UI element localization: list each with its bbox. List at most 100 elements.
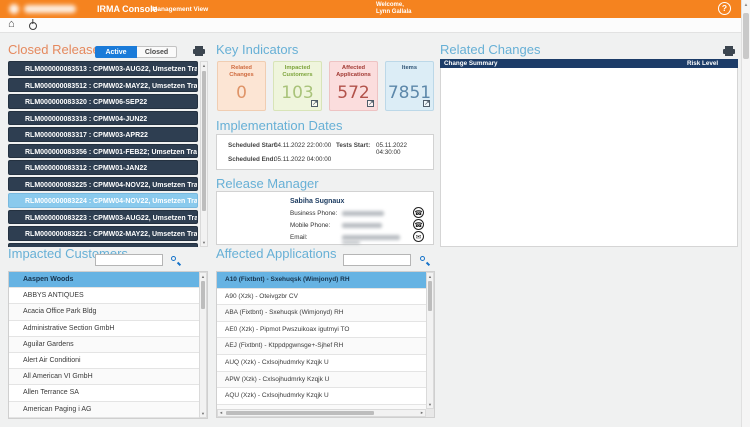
applications-vscrollbar[interactable]: ▲ ▼ [426,272,434,409]
customer-list-item[interactable]: American Paging i AG [9,402,199,418]
scroll-down-icon[interactable]: ▼ [200,411,206,416]
related-changes-table-body [440,68,738,247]
impacted-customers-search-input[interactable] [95,254,163,266]
window-scrollbar-thumb[interactable] [743,13,749,59]
help-button[interactable]: ? [718,2,731,15]
print-releases-icon[interactable] [193,46,205,57]
release-label: RLM000000083356 : CPMW01-FEB22; Umsetzen… [25,149,198,156]
scroll-up-icon[interactable]: ▲ [201,63,207,68]
customer-list-item[interactable]: ABBYS ANTIQUES [9,288,199,304]
power-logout-icon[interactable] [29,22,37,30]
customer-list-item[interactable]: Acacia Office Park Bldg [9,304,199,320]
send-email-button[interactable]: ✉ [413,231,424,242]
scroll-down-icon[interactable]: ▼ [427,402,433,407]
application-list-item[interactable]: AEJ (Fixtbnt) - Ktppdpgwnsge+-Sjhef RH [217,338,426,355]
kpi-card[interactable]: Related Changes 0 [217,61,266,111]
window-scrollbar[interactable]: ▲ [741,0,750,427]
kpi-card[interactable]: Affected Applications 572 ↗ [329,61,378,111]
affected-applications-title: Affected Applications [216,246,336,261]
customers-scrollbar[interactable]: ▲ ▼ [199,272,207,418]
external-link-icon[interactable]: ↗ [367,100,374,107]
menu-management-view[interactable]: Management View [152,6,208,13]
application-list-item[interactable]: A10 (Fixtbnt) - Sxehuqsk (Wimjonyd) RH [217,272,426,289]
home-icon[interactable]: ⌂ [8,18,15,30]
irma-console-app: IRMA Console Management View Welcome, Ly… [0,0,750,427]
application-list-item[interactable]: ABA (Fixtbnt) - Sxehuqsk (Wimjonyd) RH [217,305,426,322]
application-label: AUQ (Xzk) - Cxlsojhudmrky Kzqjk U [225,359,329,366]
scroll-up-icon[interactable]: ▲ [427,274,433,279]
welcome-text: Welcome, Lynn Gallala [376,2,411,16]
customer-list-item[interactable]: Aguilar Gardens [9,337,199,353]
scroll-up-icon[interactable]: ▲ [200,274,206,279]
release-list-item[interactable]: RLM000000083513 : CPMW03-AUG22, Umsetzen… [8,61,198,76]
kpi-cards: Related Changes 0 Impacted Customers 103… [217,61,435,111]
customer-list-item[interactable]: All American VI GmbH [9,369,199,385]
kpi-card[interactable]: Items 7851 ↗ [385,61,434,111]
search-icon[interactable] [171,256,178,263]
release-list-item[interactable]: RLM000000083512 : CPMW02-MAY22, Umsetzen… [8,78,198,93]
release-list-item[interactable]: RLM000000083318 : CPMW04-JUN22 [8,111,198,126]
release-filter-toggle: Active Closed [95,46,177,58]
customer-list-item[interactable]: Aaspen Woods [9,272,199,288]
affected-applications-rows: A10 (Fixtbnt) - Sxehuqsk (Wimjonyd) RH A… [217,272,426,409]
customer-list-item[interactable]: Alert Air Conditioni [9,353,199,369]
release-list-item[interactable]: RLM000000083225 : CPMW04-NOV22, Umsetzen… [8,177,198,192]
column-change-summary[interactable]: Change Summary [444,60,498,67]
release-list-item[interactable]: RLM000000083221 : CPMW02-MAY22, Umsetzen… [8,226,198,241]
release-list-item[interactable]: RLM000000083312 : CPMW01-JAN22 [8,160,198,175]
releases-scrollbar-thumb[interactable] [202,71,206,211]
application-list-item[interactable]: A90 (Xzk) - Oteivgzbr CV [217,289,426,306]
scroll-down-icon[interactable]: ▼ [201,240,207,245]
scroll-left-icon[interactable]: ◄ [219,410,223,416]
active-filter-button[interactable]: Active [95,46,137,58]
customer-list-item[interactable]: Allen Terrance SA [9,385,199,401]
application-label: A10 (Fixtbnt) - Sxehuqsk (Wimjonyd) RH [225,276,350,283]
icon-toolbar: ⌂ [0,18,741,33]
customer-label: Alert Air Conditioni [23,357,81,364]
release-list-item[interactable]: RLM000000083320 : CPMW06-SEP22 [8,94,198,109]
release-list-item[interactable]: RLM000000083317 : CPMW03-APR22 [8,127,198,142]
search-icon[interactable] [420,256,427,263]
welcome-line2: Lynn Gallala [376,9,411,16]
key-indicators-title: Key Indicators [216,42,298,57]
external-link-icon[interactable]: ↗ [423,100,430,107]
application-list-item[interactable]: AUQ (Xzk) - Cxlsojhudmrky Kzqjk U [217,355,426,372]
application-list-item[interactable]: APW (Xzk) - Cxlsojhudmrky Kzqjk U [217,372,426,389]
print-related-changes-icon[interactable] [723,46,735,57]
scrollbar-corner [426,409,434,417]
application-label: APW (Xzk) - Cxlsojhudmrky Kzqjk U [225,376,329,383]
column-risk-level[interactable]: Risk Level [687,60,718,67]
customer-label: Aaspen Woods [23,276,73,283]
applications-hscrollbar[interactable]: ◄ ► [217,409,426,417]
closed-filter-button[interactable]: Closed [137,46,177,58]
applications-vscrollbar-thumb[interactable] [428,281,432,311]
email-value-blurred [342,235,400,240]
release-list-item[interactable]: RLM000000083224 : CPMW04-NOV22, Umsetzen… [8,193,198,208]
customer-list-item[interactable]: Administrative Section GmbH [9,321,199,337]
scroll-right-icon[interactable]: ► [420,410,424,416]
application-list-item[interactable]: AQU (Xzk) - Cxlsojhudmrky Kzqjk U [217,388,426,405]
application-label: ABA (Fixtbnt) - Sxehuqsk (Wimjonyd) RH [225,309,343,316]
application-label: AEJ (Fixtbnt) - Ktppdpgwnsge+-Sjhef RH [225,342,343,349]
release-list-item[interactable]: RLM000000083356 : CPMW01-FEB22; Umsetzen… [8,144,198,159]
release-list-item[interactable]: RLM000000083223 : CPMW03-AUG22, Umsetzen… [8,210,198,225]
application-label: A90 (Xzk) - Oteivgzbr CV [225,293,298,300]
business-phone-label: Business Phone: [290,210,337,217]
kpi-card[interactable]: Impacted Customers 103 ↗ [273,61,322,111]
scheduled-end-label: Scheduled End: [228,156,276,163]
affected-applications-search-input[interactable] [343,254,411,266]
release-label: RLM000000083317 : CPMW03-APR22 [25,132,148,139]
tests-start-label: Tests Start: [336,142,370,149]
releases-scrollbar[interactable]: ▲ ▼ [200,61,208,247]
external-link-icon[interactable]: ↗ [311,100,318,107]
closed-releases-list: RLM000000083513 : CPMW03-AUG22, Umsetzen… [8,61,208,247]
customers-scrollbar-thumb[interactable] [201,281,205,309]
closed-releases-rows: RLM000000083513 : CPMW03-AUG22, Umsetzen… [8,61,198,247]
application-list-item[interactable]: AE0 (Xzk) - Pipmot Pwszuikoax igutmyi TO [217,322,426,339]
kpi-label: Related Changes [218,62,265,79]
call-business-phone-button[interactable]: ☎ [413,207,424,218]
release-label: RLM000000083224 : CPMW04-NOV22, Umsetzen… [25,198,198,205]
scroll-up-icon[interactable]: ▲ [742,2,750,7]
call-mobile-phone-button[interactable]: ☎ [413,219,424,230]
applications-hscrollbar-thumb[interactable] [226,411,374,415]
